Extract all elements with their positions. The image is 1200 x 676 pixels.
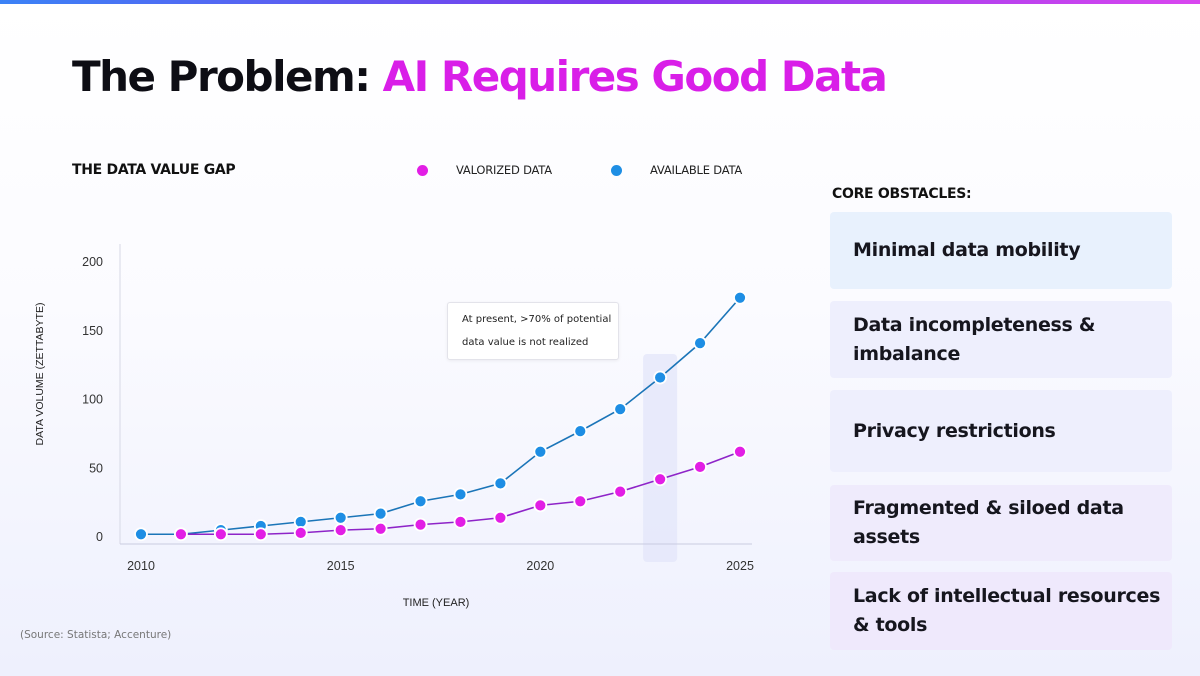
title-part-ai: AI Requires Good Data: [382, 52, 888, 101]
highlight-band: [643, 354, 678, 562]
data-point-valorized: [413, 517, 428, 532]
data-point-valorized: [533, 498, 548, 513]
y-tick-label: 200: [82, 255, 103, 269]
obstacle-label: Minimal data mobility: [853, 236, 1081, 265]
obstacle-label-line1: Data incompleteness &: [853, 313, 1096, 336]
x-tick-label: 2025: [726, 559, 754, 573]
chart-title: THE DATA VALUE GAP: [72, 162, 236, 178]
data-point-valorized: [213, 527, 228, 542]
data-point-valorized: [253, 527, 268, 542]
legend-item-available: AVAILABLE DATA: [611, 163, 742, 177]
obstacle-label-line2: imbalance: [853, 342, 961, 365]
obstacles-heading: CORE OBSTACLES:: [832, 186, 972, 202]
legend-dot-valorized: [417, 164, 428, 176]
y-tick-label: 50: [89, 461, 103, 475]
obstacle-label: Privacy restrictions: [853, 417, 1056, 446]
data-point-available: [533, 444, 548, 459]
legend-label-valorized: VALORIZED DATA: [456, 163, 552, 177]
annotation-callout: At present, >70% of potential data value…: [447, 302, 619, 360]
data-point-available: [134, 527, 148, 542]
data-point-valorized: [293, 525, 308, 540]
y-tick-label: 0: [96, 530, 103, 544]
data-point-valorized: [333, 523, 348, 538]
obstacle-label: Lack of intellectual resources & tools: [853, 582, 1160, 640]
legend-label-available: AVAILABLE DATA: [650, 163, 743, 177]
obstacle-card-data-mobility: Minimal data mobility: [830, 212, 1172, 289]
data-point-available: [613, 402, 628, 417]
x-tick-label: 2020: [526, 559, 554, 573]
obstacle-label-line1: Fragmented & siloed data: [853, 497, 1124, 519]
data-point-valorized: [174, 527, 188, 542]
legend-item-valorized: VALORIZED DATA: [417, 163, 552, 177]
page-title: The Problem: AI Requires Good Data: [72, 52, 888, 101]
top-gradient-bar: [0, 0, 1200, 4]
data-point-available: [333, 510, 348, 525]
y-tick-label: 100: [82, 393, 103, 407]
data-point-valorized: [613, 484, 628, 499]
x-tick-label: 2015: [327, 559, 355, 573]
obstacle-label: Data incompleteness & imbalance: [853, 311, 1095, 369]
data-point-valorized: [653, 472, 668, 487]
data-point-valorized: [693, 459, 707, 474]
data-point-available: [733, 290, 747, 305]
obstacle-card-privacy: Privacy restrictions: [830, 390, 1172, 472]
data-point-available: [453, 487, 468, 502]
x-axis-label: TIME (YEAR): [403, 597, 470, 609]
obstacle-card-resources: Lack of intellectual resources & tools: [830, 572, 1172, 650]
obstacle-label-line1: Minimal data mobility: [853, 239, 1081, 261]
obstacle-label-line1: Privacy restrictions: [853, 419, 1056, 442]
obstacle-label-line2: assets: [853, 526, 920, 548]
annotation-line-2: data value is not realized: [462, 337, 589, 348]
data-point-available: [653, 370, 668, 385]
annotation-line-1: At present, >70% of potential: [462, 314, 612, 325]
data-point-valorized: [373, 521, 388, 536]
data-point-valorized: [453, 514, 468, 529]
data-point-available: [373, 506, 388, 521]
title-colon: :: [354, 52, 371, 101]
data-point-valorized: [573, 494, 588, 509]
y-tick-label: 150: [82, 324, 103, 338]
obstacle-label: Fragmented & siloed data assets: [853, 494, 1124, 552]
obstacle-card-fragmented: Fragmented & siloed data assets: [830, 485, 1172, 561]
y-axis-label: DATA VOLUME (ZETTABYTE): [34, 303, 46, 446]
data-point-available: [413, 494, 428, 509]
obstacle-label-line2: & tools: [853, 614, 928, 636]
data-point-available: [573, 424, 588, 439]
obstacle-label-line1: Lack of intellectual resources: [853, 585, 1161, 607]
legend-dot-available: [611, 164, 622, 176]
data-point-valorized: [493, 510, 508, 525]
title-part-problem: The Problem: [72, 52, 356, 101]
data-point-available: [493, 476, 508, 491]
obstacle-card-incompleteness: Data incompleteness & imbalance: [830, 301, 1172, 378]
series-line-available: [141, 297, 741, 536]
source-note: (Source: Statista; Accenture): [20, 629, 172, 641]
data-point-valorized: [733, 444, 747, 459]
data-point-available: [693, 336, 707, 351]
x-tick-label: 2010: [127, 559, 155, 573]
